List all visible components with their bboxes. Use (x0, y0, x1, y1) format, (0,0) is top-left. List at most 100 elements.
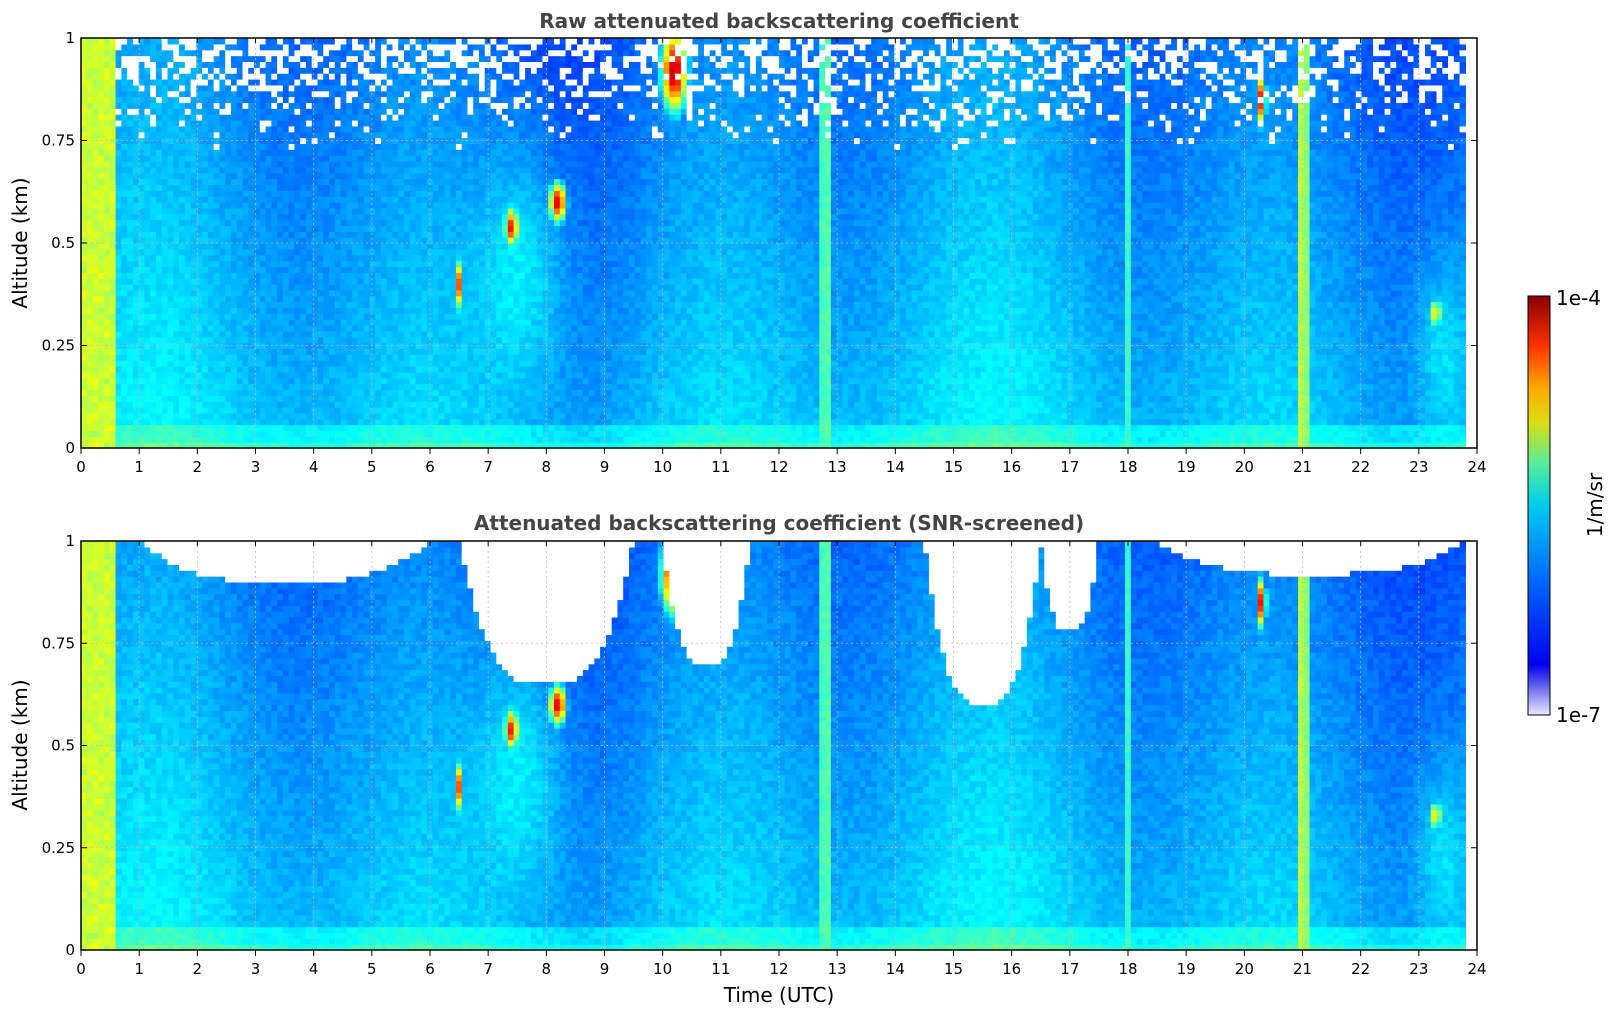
heatmap-cell (116, 56, 122, 62)
heatmap-cell (116, 413, 122, 419)
heatmap-cell (104, 413, 110, 419)
heatmap-cell (93, 61, 99, 67)
heatmap-cell (98, 149, 104, 155)
heatmap-cell (162, 155, 168, 161)
heatmap-cell (283, 413, 289, 419)
heatmap-cell (179, 261, 185, 267)
heatmap-cell (277, 214, 283, 220)
heatmap-cell (121, 108, 127, 114)
heatmap-cell (369, 225, 375, 231)
heatmap-cell (179, 384, 185, 390)
heatmap-cell (456, 173, 462, 179)
heatmap-cell (116, 266, 122, 272)
heatmap-cell (110, 56, 116, 62)
heatmap-cell (306, 231, 312, 237)
heatmap-cell (456, 261, 462, 267)
heatmap-cell (375, 91, 381, 97)
heatmap-cell (277, 114, 283, 120)
heatmap-cell (110, 360, 116, 366)
heatmap-cell (427, 167, 433, 173)
heatmap-cell (214, 155, 220, 161)
heatmap-cell (323, 372, 329, 378)
heatmap-cell (300, 173, 306, 179)
heatmap-cell (416, 143, 422, 149)
heatmap-cell (392, 220, 398, 226)
heatmap-cell (450, 419, 456, 425)
heatmap-cell (306, 266, 312, 272)
heatmap-cell (444, 114, 450, 120)
heatmap-cell (346, 196, 352, 202)
heatmap-cell (479, 430, 485, 436)
heatmap-cell (225, 44, 231, 50)
heatmap-cell (381, 208, 387, 214)
heatmap-cell (346, 378, 352, 384)
heatmap-cell (369, 296, 375, 302)
heatmap-cell (133, 97, 139, 103)
heatmap-cell (191, 384, 197, 390)
heatmap-cell (398, 225, 404, 231)
heatmap-cell (185, 114, 191, 120)
heatmap-cell (462, 372, 468, 378)
heatmap-cell (87, 384, 93, 390)
heatmap-cell (335, 413, 341, 419)
heatmap-cell (312, 378, 318, 384)
heatmap-cell (179, 126, 185, 132)
heatmap-cell (87, 284, 93, 290)
heatmap-cell (202, 143, 208, 149)
heatmap-cell (416, 38, 422, 44)
heatmap-cell (110, 179, 116, 185)
heatmap-cell (369, 407, 375, 413)
heatmap-cell (231, 261, 237, 267)
heatmap-cell (260, 79, 266, 85)
heatmap-cell (439, 184, 445, 190)
heatmap-cell (433, 79, 439, 85)
heatmap-cell (179, 360, 185, 366)
heatmap-cell (283, 167, 289, 173)
heatmap-cell (127, 73, 133, 79)
heatmap-cell (219, 278, 225, 284)
heatmap-cell (335, 67, 341, 73)
heatmap-cell (179, 208, 185, 214)
heatmap-cell (416, 61, 422, 67)
heatmap-cell (225, 378, 231, 384)
heatmap-cell (387, 67, 393, 73)
heatmap-cell (87, 73, 93, 79)
heatmap-cell (168, 419, 174, 425)
heatmap-cell (260, 384, 266, 390)
heatmap-cell (87, 395, 93, 401)
heatmap-cell (323, 91, 329, 97)
heatmap-cell (277, 395, 283, 401)
heatmap-cell (254, 255, 260, 261)
heatmap-cell (254, 302, 260, 308)
heatmap-cell (444, 143, 450, 149)
heatmap-cell (289, 284, 295, 290)
heatmap-cell (133, 132, 139, 138)
heatmap-cell (271, 249, 277, 255)
heatmap-cell (156, 284, 162, 290)
heatmap-cell (248, 38, 254, 44)
heatmap-cell (144, 231, 150, 237)
heatmap-cell (404, 272, 410, 278)
heatmap-cell (93, 430, 99, 436)
heatmap-cell (127, 261, 133, 267)
heatmap-cell (456, 337, 462, 343)
heatmap-cell (231, 149, 237, 155)
heatmap-cell (352, 38, 358, 44)
heatmap-cell (225, 79, 231, 85)
heatmap-cell (150, 202, 156, 208)
heatmap-cell (439, 372, 445, 378)
heatmap-cell (277, 389, 283, 395)
heatmap-cell (369, 331, 375, 337)
heatmap-cell (294, 208, 300, 214)
heatmap-cell (404, 290, 410, 296)
heatmap-cell (162, 97, 168, 103)
heatmap-cell (260, 85, 266, 91)
heatmap-cell (289, 190, 295, 196)
heatmap-cell (214, 50, 220, 56)
heatmap-cell (225, 266, 231, 272)
heatmap-cell (289, 272, 295, 278)
heatmap-cell (179, 389, 185, 395)
heatmap-cell (398, 389, 404, 395)
heatmap-cell (456, 307, 462, 313)
heatmap-cell (214, 108, 220, 114)
